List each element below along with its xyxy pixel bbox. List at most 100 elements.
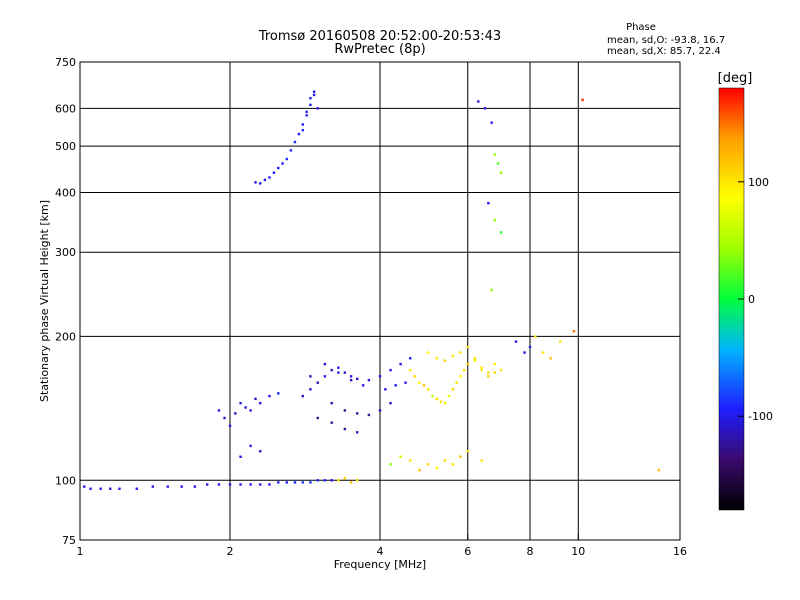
data-point: [349, 375, 353, 378]
data-point: [301, 123, 305, 126]
x-axis-label: Frequency [MHz]: [334, 558, 426, 571]
data-point: [355, 377, 359, 381]
data-point: [473, 359, 477, 362]
data-point: [487, 201, 490, 205]
data-point: [422, 384, 426, 387]
data-point: [277, 392, 280, 395]
data-point: [559, 340, 562, 343]
data-point: [330, 479, 333, 482]
data-point: [355, 479, 359, 482]
data-point: [493, 219, 497, 222]
data-point: [473, 357, 477, 360]
data-point: [151, 485, 155, 488]
data-point: [447, 394, 451, 398]
grid-lines: [80, 62, 680, 540]
data-point: [657, 468, 660, 472]
data-point: [443, 359, 447, 362]
data-point: [330, 401, 333, 405]
x-tick-label: 4: [377, 545, 384, 558]
x-tick-label: 10: [571, 545, 585, 558]
data-point: [301, 481, 305, 484]
data-point: [135, 487, 138, 490]
data-point: [244, 406, 247, 409]
data-point: [277, 481, 280, 484]
data-point: [337, 479, 340, 482]
data-point: [316, 107, 319, 110]
data-point: [451, 388, 455, 391]
data-point: [305, 114, 308, 117]
data-point: [239, 483, 242, 486]
data-point: [217, 483, 221, 486]
data-point: [378, 409, 382, 412]
data-point: [249, 409, 252, 412]
data-point: [394, 384, 397, 387]
data-point: [323, 375, 327, 378]
data-point: [378, 375, 382, 378]
data-point: [228, 424, 232, 428]
data-point: [399, 362, 402, 366]
data-point: [418, 468, 421, 472]
colorbar-tick-label: 100: [748, 176, 769, 189]
data-point: [443, 459, 447, 462]
data-point: [409, 459, 412, 462]
data-point: [431, 394, 434, 398]
data-point: [413, 375, 417, 378]
data-point: [205, 483, 209, 486]
data-point: [443, 401, 447, 405]
data-point: [541, 351, 545, 354]
data-point: [355, 412, 359, 415]
y-tick-label: 600: [55, 102, 76, 115]
data-point: [166, 485, 169, 488]
data-point: [477, 100, 480, 103]
data-point: [254, 397, 257, 401]
data-point: [268, 483, 271, 486]
data-point: [272, 171, 276, 174]
chart-title: Tromsø 20160508 20:52:00-20:53:43: [258, 29, 501, 44]
data-point: [399, 455, 402, 458]
data-point: [549, 357, 552, 360]
phase-stats-o: mean, sd,O: -93.8, 16.7: [607, 35, 725, 46]
data-point: [493, 371, 497, 374]
data-point: [455, 381, 458, 384]
data-point: [277, 166, 280, 170]
data-point: [316, 381, 319, 384]
data-point: [309, 481, 312, 484]
data-point: [462, 368, 466, 372]
data-point: [483, 107, 487, 110]
data-point: [349, 481, 353, 484]
data-point: [466, 345, 469, 349]
data-point: [451, 354, 455, 358]
data-point: [343, 477, 347, 480]
data-point: [330, 421, 333, 424]
data-point: [435, 357, 438, 360]
x-tick-label: 1: [77, 545, 84, 558]
phase-stats-x: mean, sd,X: 85.7, 22.4: [607, 46, 721, 57]
data-point: [384, 388, 387, 391]
x-tick-label: 8: [527, 545, 534, 558]
chart-subtitle: RwPretec (8p): [334, 42, 425, 57]
data-point: [459, 455, 462, 458]
colorbar-tick-label: -100: [748, 410, 773, 423]
y-tick-label: 500: [55, 140, 76, 153]
data-point: [487, 375, 490, 378]
data-point: [409, 357, 412, 360]
data-point: [480, 366, 483, 369]
data-point: [355, 431, 359, 434]
data-point: [404, 381, 407, 384]
data-point: [499, 231, 503, 234]
colorbar-label: [deg]: [718, 71, 753, 86]
data-point: [109, 487, 112, 490]
data-point: [361, 384, 365, 387]
data-point: [349, 378, 353, 382]
y-tick-label: 750: [55, 56, 76, 69]
data-point: [435, 397, 438, 401]
data-point: [451, 463, 455, 466]
data-point: [316, 416, 319, 420]
colorbar-ticks: 100 0 -100: [738, 176, 773, 423]
data-point: [99, 487, 102, 490]
data-point: [228, 483, 232, 486]
data-point: [581, 98, 584, 102]
data-point: [480, 459, 483, 462]
data-point: [263, 178, 267, 182]
data-point: [528, 345, 532, 349]
